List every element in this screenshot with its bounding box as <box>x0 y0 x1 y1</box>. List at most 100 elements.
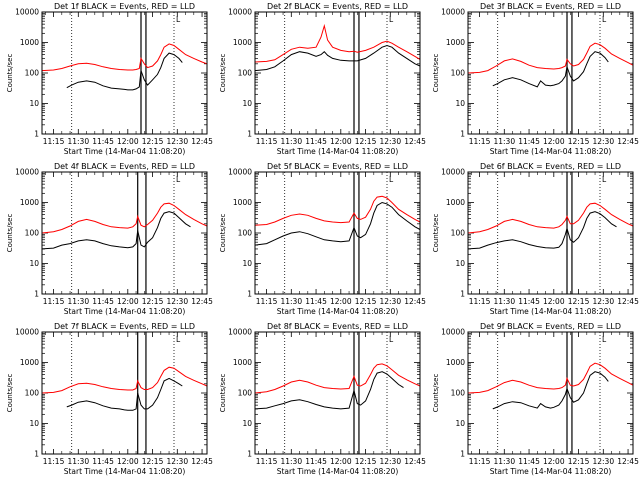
y-tick-label: 10000 <box>15 328 39 337</box>
x-axis-label: Start Time (14-Mar-04 11:08:20) <box>277 147 399 156</box>
y-tick-label: 10 <box>29 419 39 428</box>
panel-det-7: Det 7f BLACK = Events, RED = LLD Counts/s… <box>6 322 213 476</box>
x-axis-label: Start Time (14-Mar-04 11:08:20) <box>64 307 186 316</box>
y-tick-label: 10 <box>29 259 39 268</box>
y-axis-label: Counts/sec <box>432 374 440 413</box>
x-tick-label: 11:15 <box>469 297 491 306</box>
y-tick-label: 10 <box>455 259 465 268</box>
y-tick-label: 100 <box>238 69 253 78</box>
x-tick-label: 11:45 <box>305 457 327 466</box>
x-tick-label: 11:15 <box>469 137 491 146</box>
y-axis-label: Counts/sec <box>219 374 227 413</box>
plot-frame <box>254 331 421 455</box>
plot-frame <box>254 171 421 295</box>
series-lld-line <box>467 362 634 394</box>
x-tick-label: 12:00 <box>117 457 139 466</box>
x-tick-label: 11:30 <box>67 457 89 466</box>
x-tick-label: 12:45 <box>617 457 639 466</box>
panel-title: Det 9f BLACK = Events, RED = LLD <box>480 322 621 331</box>
y-axis-label: Counts/sec <box>6 54 14 93</box>
x-tick-label: 11:45 <box>518 137 540 146</box>
x-tick-label: 12:30 <box>592 457 614 466</box>
x-tick-label: 12:45 <box>617 297 639 306</box>
y-tick-label: 1 <box>34 290 39 299</box>
y-tick-label: 100 <box>25 389 40 398</box>
x-tick-label: 11:30 <box>280 137 302 146</box>
x-tick-label: 11:30 <box>493 457 515 466</box>
marker-label: L <box>176 335 181 344</box>
panel-title: Det 2f BLACK = Events, RED = LLD <box>267 2 408 11</box>
x-tick-label: 11:30 <box>67 137 89 146</box>
y-tick-label: 10 <box>455 419 465 428</box>
y-tick-label: 100 <box>238 389 253 398</box>
x-tick-label: 12:45 <box>404 297 426 306</box>
x-tick-label: 11:45 <box>92 137 114 146</box>
series-lld-line <box>41 202 208 234</box>
x-tick-label: 12:00 <box>117 297 139 306</box>
x-axis-label: Start Time (14-Mar-04 11:08:20) <box>490 467 612 476</box>
x-tick-label: 12:30 <box>166 137 188 146</box>
series-lld-line <box>467 202 634 234</box>
x-tick-label: 12:30 <box>592 297 614 306</box>
x-tick-label: 11:15 <box>43 457 65 466</box>
x-tick-label: 12:45 <box>191 137 213 146</box>
x-axis-label: Start Time (14-Mar-04 11:08:20) <box>64 467 186 476</box>
y-tick-label: 1 <box>34 130 39 139</box>
series-events-line <box>492 51 609 88</box>
series-events-line <box>254 371 404 410</box>
series-lld-line <box>254 23 421 63</box>
panel-det-5: Det 5f BLACK = Events, RED = LLD Counts/s… <box>219 162 426 316</box>
panel-title: Det 5f BLACK = Events, RED = LLD <box>267 162 408 171</box>
x-tick-label: 12:30 <box>379 137 401 146</box>
y-tick-label: 1 <box>460 450 465 459</box>
x-tick-label: 12:30 <box>592 137 614 146</box>
y-tick-label: 100 <box>25 69 40 78</box>
x-axis-label: Start Time (14-Mar-04 11:08:20) <box>277 307 399 316</box>
x-tick-label: 11:45 <box>518 457 540 466</box>
x-tick-label: 11:45 <box>92 297 114 306</box>
x-tick-label: 12:45 <box>191 457 213 466</box>
x-tick-label: 11:30 <box>280 457 302 466</box>
y-tick-label: 100 <box>451 229 466 238</box>
y-tick-label: 1000 <box>233 38 252 47</box>
x-tick-label: 12:15 <box>355 137 377 146</box>
series-events-line <box>254 44 421 72</box>
x-tick-label: 11:15 <box>256 137 278 146</box>
x-tick-label: 12:00 <box>330 457 352 466</box>
x-tick-label: 11:30 <box>67 297 89 306</box>
panel-title: Det 4f BLACK = Events, RED = LLD <box>54 162 195 171</box>
x-tick-label: 12:15 <box>355 297 377 306</box>
x-tick-label: 12:00 <box>543 457 565 466</box>
x-tick-label: 11:45 <box>518 297 540 306</box>
x-tick-label: 12:00 <box>543 137 565 146</box>
x-tick-label: 11:15 <box>43 137 65 146</box>
y-tick-label: 10000 <box>441 8 465 17</box>
x-tick-label: 12:30 <box>166 297 188 306</box>
x-tick-label: 12:00 <box>330 137 352 146</box>
plot-frame <box>254 11 421 135</box>
y-tick-label: 1000 <box>446 358 465 367</box>
x-tick-label: 11:30 <box>493 137 515 146</box>
y-tick-label: 100 <box>238 229 253 238</box>
marker-label: L <box>389 175 394 184</box>
x-axis-label: Start Time (14-Mar-04 11:08:20) <box>490 147 612 156</box>
y-tick-label: 1000 <box>446 38 465 47</box>
x-tick-label: 12:15 <box>142 297 164 306</box>
y-tick-label: 1 <box>247 130 252 139</box>
marker-label: L <box>602 15 607 24</box>
marker-label: L <box>602 335 607 344</box>
x-tick-label: 11:15 <box>43 297 65 306</box>
x-tick-label: 12:45 <box>191 297 213 306</box>
x-tick-label: 12:45 <box>404 137 426 146</box>
panel-det-9: Det 9f BLACK = Events, RED = LLD Counts/s… <box>432 322 639 476</box>
y-tick-label: 1 <box>247 450 252 459</box>
x-tick-label: 12:00 <box>117 137 139 146</box>
x-tick-label: 12:30 <box>379 297 401 306</box>
series-events-line <box>492 371 609 410</box>
x-tick-label: 11:45 <box>305 297 327 306</box>
series-events-line <box>467 211 617 250</box>
y-tick-label: 1000 <box>233 198 252 207</box>
marker-label: L <box>602 175 607 184</box>
x-tick-label: 11:15 <box>256 457 278 466</box>
